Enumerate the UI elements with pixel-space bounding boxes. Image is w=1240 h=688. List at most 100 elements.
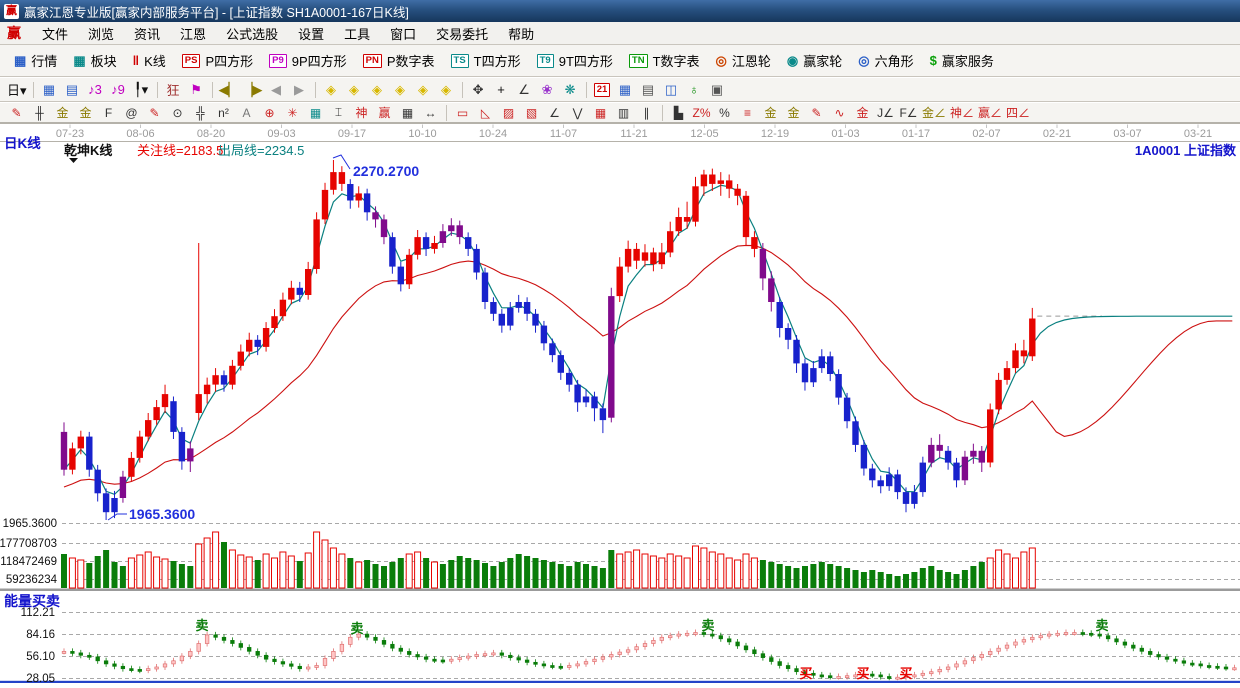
hexagon-button[interactable]: ◎ 六角形 [850,48,921,74]
pencil-tool-icon[interactable]: ✎ [11,105,22,120]
t-number-table-button[interactable]: TN T数字表 [621,48,708,74]
box-hatch-icon[interactable]: ▧ [525,105,538,120]
grid-tool-icon[interactable]: ╫ [35,105,44,120]
win-angle-icon[interactable]: 赢∠ [978,106,1003,120]
mail-icon[interactable]: ♁ [689,82,699,97]
box-fan-icon[interactable]: ▨ [502,105,515,120]
ruler-grid-icon[interactable]: ▦ [401,105,414,120]
pencil-line-icon[interactable]: ✎ [811,105,822,120]
candle-body [894,474,901,493]
gold-grid2-icon[interactable]: 金 [79,106,92,120]
bars-percent-icon[interactable]: ▙ [673,105,684,120]
sectors-button[interactable]: ▦ 板块 [65,48,124,74]
angle-measure-icon[interactable]: ∠ [518,81,530,97]
nine-t-square-button[interactable]: T9 9T四方形 [529,48,621,74]
gold-angle-icon[interactable]: 金∠ [922,106,947,120]
menu-item-0[interactable]: 文件 [42,26,69,42]
next-bar-icon[interactable]: ▶ [294,81,305,97]
menu-item-9[interactable]: 帮助 [508,26,535,42]
calendar-icon[interactable]: 21 [592,80,613,99]
wave-tool-icon[interactable]: 狂 [166,83,180,98]
remote-icon[interactable]: ▣ [710,81,724,97]
star-web-icon[interactable]: ✳ [287,105,298,120]
p-square-button[interactable]: PS P四方形 [174,48,261,74]
calculator-icon[interactable]: ▦ [618,81,632,97]
gann-diamond-5-icon[interactable]: ◈ [418,81,429,97]
t-square-button[interactable]: TS T四方形 [443,48,529,74]
pencil-grid-icon[interactable]: ✎ [149,105,160,120]
price-mark-icon[interactable]: ⌶ [334,105,343,119]
spiral-tool-icon[interactable]: @ [125,105,138,120]
menu-item-4[interactable]: 公式选股 [226,26,279,42]
gold-lines-icon[interactable]: 金 [787,106,800,120]
n2-grid-icon[interactable]: n² [218,105,229,120]
prev-bar-icon[interactable]: ◀ [271,81,282,97]
width-measure-icon[interactable]: ↔ [424,105,437,120]
notes-icon[interactable]: ▤ [641,81,655,97]
dense-grid-icon[interactable]: ╬ [196,105,205,120]
v-lines-icon[interactable]: ⋁ [572,105,583,120]
square-grid-icon[interactable]: ▦ [594,105,607,120]
angle-lines-icon[interactable]: ∠ [549,105,560,120]
winner-service-button[interactable]: $ 赢家服务 [922,48,1002,74]
gann-diamond-1-icon[interactable]: ◈ [326,81,337,97]
energy-body [887,676,892,679]
pan-hand-icon[interactable]: ✥ [472,81,484,97]
menu-item-2[interactable]: 资讯 [134,26,161,42]
candle-body [86,436,93,470]
shen-grid-icon[interactable]: 神 [355,106,368,120]
shen-angle-icon[interactable]: 神∠ [950,106,975,120]
clock-circle-icon[interactable]: ⊙ [172,105,183,120]
first-bar-icon[interactable]: ◀▏ [218,81,239,97]
a-mirror-icon[interactable]: A [242,105,251,120]
menu-item-8[interactable]: 交易委托 [436,26,489,42]
chart-9-icon[interactable]: ♪9 [111,82,125,97]
j-angle-icon[interactable]: J∠ [877,105,894,120]
quotes-button[interactable]: ▦ 行情 [6,48,65,74]
gold-circle-icon[interactable]: 金 [764,106,777,120]
gold-grid-icon[interactable]: 金 [56,106,69,120]
chart-canvas[interactable]: 07-23 08-06 08-20 09-03 09-17 10-10 10-24 11-07… [0,123,1240,685]
nine-p-square-button[interactable]: P9 9P四方形 [261,48,355,74]
period-day-dropdown[interactable]: 日▾ [7,83,27,98]
gann-diamond-2-icon[interactable]: ◈ [349,81,360,97]
gold-red-icon[interactable]: 金 [856,106,869,120]
fan-lines-icon[interactable]: ◺ [480,105,491,120]
candle-style-dropdown[interactable]: ╿▾ [133,81,149,97]
flower-grid-icon[interactable]: ❀ [541,81,553,97]
three-lines-icon[interactable]: ≡ [743,105,751,120]
grid-box-icon[interactable]: ▥ [617,105,630,120]
win-grid-icon[interactable]: 赢 [378,106,391,120]
gann-wheel-button[interactable]: ◎ 江恩轮 [708,48,779,74]
winner-wheel-button[interactable]: ◉ 赢家轮 [779,48,850,74]
wave-line-icon[interactable]: ∿ [834,105,845,120]
web-grid-icon[interactable]: ▦ [309,105,322,120]
info-doc-icon[interactable]: ▤ [65,81,79,97]
brain-grid-icon[interactable]: ❋ [564,81,576,97]
volume-bar-up [986,557,994,589]
menu-item-7[interactable]: 窗口 [390,26,417,42]
save-icon[interactable]: ◫ [664,81,678,97]
chart-3-icon[interactable]: ♪3 [88,82,102,97]
target-circle-icon[interactable]: ⊕ [264,105,275,120]
kline-button[interactable]: ‖ K线 [125,48,174,74]
f-grid-icon[interactable]: F [104,105,113,120]
percent-icon[interactable]: % [719,105,730,120]
parallel-lines-icon[interactable]: ∥ [643,105,650,120]
f-angle-icon[interactable]: F∠ [899,105,918,120]
p-number-table-button[interactable]: PN P数字表 [355,48,443,74]
box-tool-icon[interactable]: ▭ [456,105,469,120]
z-percent-icon[interactable]: Z% [692,105,711,120]
gann-diamond-6-icon[interactable]: ◈ [441,81,452,97]
gann-diamond-4-icon[interactable]: ◈ [395,81,406,97]
last-bar-icon[interactable]: ▕▶ [242,81,263,97]
flag-tool-icon[interactable]: ⚑ [190,81,202,97]
crosshair-icon[interactable]: + [497,82,505,97]
four-angle-icon[interactable]: 四∠ [1006,106,1031,120]
gann-diamond-3-icon[interactable]: ◈ [372,81,383,97]
menu-item-6[interactable]: 工具 [344,26,371,42]
menu-item-3[interactable]: 江恩 [180,26,207,42]
menu-item-5[interactable]: 设置 [298,26,325,42]
menu-item-1[interactable]: 浏览 [88,26,115,42]
network-icon[interactable]: ▦ [42,81,56,97]
